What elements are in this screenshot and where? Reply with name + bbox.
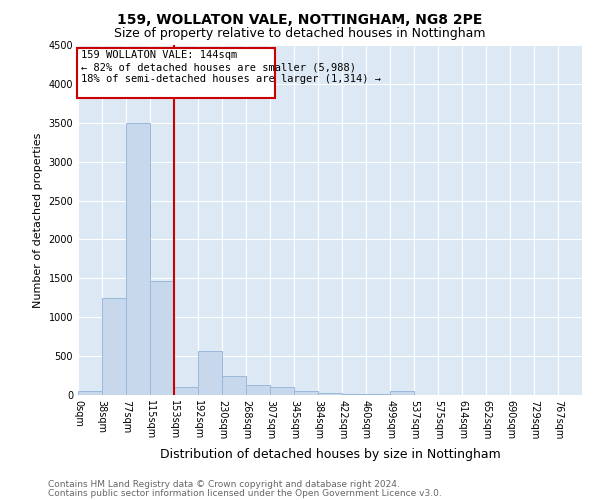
- Text: 159 WOLLATON VALE: 144sqm: 159 WOLLATON VALE: 144sqm: [80, 50, 237, 60]
- Text: Contains public sector information licensed under the Open Government Licence v3: Contains public sector information licen…: [48, 488, 442, 498]
- Text: 159, WOLLATON VALE, NOTTINGHAM, NG8 2PE: 159, WOLLATON VALE, NOTTINGHAM, NG8 2PE: [118, 12, 482, 26]
- Text: ← 82% of detached houses are smaller (5,988): ← 82% of detached houses are smaller (5,…: [80, 62, 356, 72]
- Bar: [222, 376, 246, 395]
- Bar: [78, 391, 102, 395]
- Text: Contains HM Land Registry data © Crown copyright and database right 2024.: Contains HM Land Registry data © Crown c…: [48, 480, 400, 489]
- X-axis label: Distribution of detached houses by size in Nottingham: Distribution of detached houses by size …: [160, 448, 500, 460]
- Bar: [174, 387, 198, 395]
- Bar: [319, 393, 342, 395]
- Bar: [270, 387, 294, 395]
- Bar: [150, 282, 174, 395]
- Bar: [198, 350, 222, 395]
- Text: 18% of semi-detached houses are larger (1,314) →: 18% of semi-detached houses are larger (…: [80, 74, 380, 84]
- Bar: [342, 394, 366, 395]
- FancyBboxPatch shape: [77, 48, 275, 98]
- Y-axis label: Number of detached properties: Number of detached properties: [33, 132, 43, 308]
- Bar: [126, 123, 150, 395]
- Bar: [102, 298, 126, 395]
- Text: Size of property relative to detached houses in Nottingham: Size of property relative to detached ho…: [114, 28, 486, 40]
- Bar: [391, 391, 414, 395]
- Bar: [366, 394, 391, 395]
- Bar: [246, 384, 270, 395]
- Bar: [294, 390, 319, 395]
